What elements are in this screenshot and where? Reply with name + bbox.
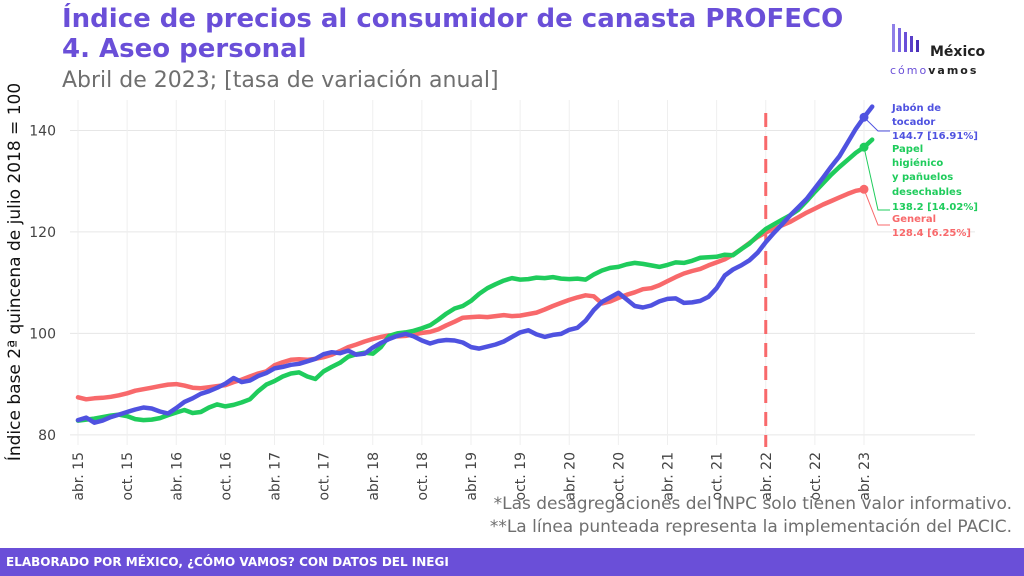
- x-tick-label: abr. 15: [71, 452, 87, 501]
- x-tick-label: oct. 22: [808, 452, 824, 500]
- series-line: [75, 104, 875, 425]
- series-end-label: higiénico: [892, 157, 943, 169]
- x-tick-label: oct. 18: [415, 452, 431, 500]
- footer-credit: ELABORADO POR MÉXICO, ¿CÓMO VAMOS? CON D…: [0, 548, 1024, 576]
- y-tick-label: 100: [29, 326, 56, 342]
- logo-sub-a: cómo: [890, 64, 929, 77]
- label-leader-line: [863, 147, 890, 211]
- x-tick-label: abr. 20: [562, 452, 578, 501]
- logo-sub-b: vamos: [928, 64, 979, 77]
- x-tick-label: oct. 15: [120, 452, 136, 500]
- label-leader-line: [863, 116, 890, 132]
- x-tick-label: abr. 21: [661, 452, 677, 501]
- series-end-label: y pañuelos: [892, 172, 953, 183]
- x-tick-label: abr. 19: [464, 452, 480, 501]
- series-end-label: Jabón de: [891, 102, 941, 114]
- mexico-como-vamos-logo: México cómovamos: [888, 18, 1008, 80]
- series-end-label: 138.2 [14.02%]: [892, 202, 978, 213]
- x-tick-label: abr. 17: [268, 452, 284, 501]
- y-tick-label: 120: [29, 225, 56, 241]
- x-tick-label: abr. 23: [857, 452, 873, 501]
- chart-title-line-1: Índice de precios al consumidor de canas…: [62, 4, 844, 34]
- logo-word: México: [930, 44, 986, 60]
- y-tick-label: 140: [29, 123, 56, 139]
- label-leader-line: [863, 189, 890, 226]
- x-tick-label: oct. 17: [317, 452, 333, 500]
- x-tick-label: abr. 18: [366, 452, 382, 501]
- x-tick-label: oct. 21: [710, 452, 726, 500]
- series-end-label: desechables: [892, 187, 962, 198]
- x-tick-label: abr. 22: [759, 452, 775, 501]
- series-end-label: Papel: [892, 144, 923, 155]
- x-tick-label: oct. 19: [513, 452, 529, 500]
- y-axis-label: Índice base 2ª quincena de julio 2018 = …: [3, 83, 25, 461]
- series-end-label: 144.7 [16.91%]: [892, 131, 978, 142]
- x-tick-label: oct. 20: [611, 452, 627, 500]
- series-end-label: General: [892, 214, 936, 225]
- series-end-label: 128.4 [6.25%]: [892, 228, 971, 239]
- line-chart: 80 100 120 140 abr. 15 oct. 15 abr. 16 oct. 16 a…: [3, 83, 978, 501]
- series-end-label: tocador: [892, 117, 935, 128]
- x-tick-label: abr. 16: [169, 452, 185, 501]
- logo-subtitle: cómovamos: [890, 64, 978, 77]
- chart-title: Índice de precios al consumidor de canas…: [62, 4, 843, 64]
- chart-title-line-2: 4. Aseo personal: [62, 34, 307, 64]
- footnote-2: **La línea punteada representa la implem…: [489, 517, 1012, 537]
- series-line: [75, 137, 875, 423]
- y-tick-label: 80: [38, 428, 56, 444]
- x-tick-label: oct. 16: [218, 452, 234, 501]
- footnote-1: *Las desagregaciones del INPC solo tiene…: [493, 494, 1012, 514]
- logo-bars-icon: [892, 24, 919, 52]
- chart-subtitle: Abril de 2023; [tasa de variación anual]: [62, 68, 499, 93]
